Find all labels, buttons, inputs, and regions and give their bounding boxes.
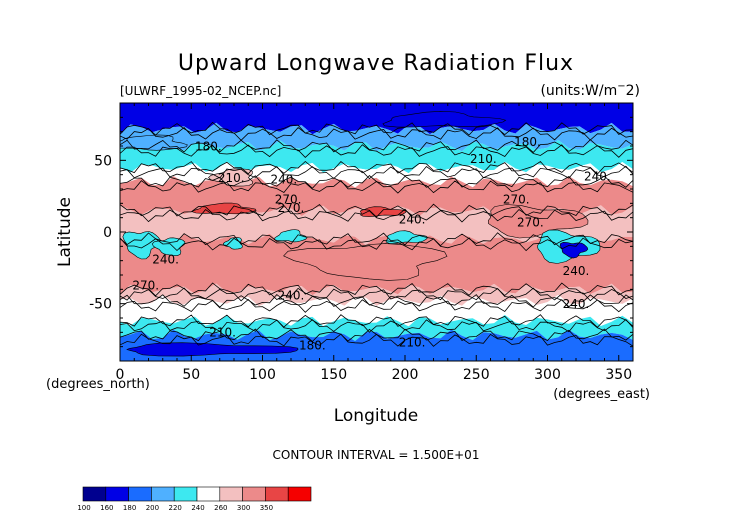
contour-interval-label: CONTOUR INTERVAL = 1.500E+01: [273, 448, 480, 462]
x-axis: 0 50 100 150 200 250 300 350: [116, 103, 632, 383]
colorbar-label: 220: [169, 504, 182, 512]
anomaly-region-6: [274, 229, 308, 243]
y-axis: 50 0 -50: [89, 116, 633, 348]
colorbar-label: 200: [146, 504, 159, 512]
colorbar-swatch: [128, 486, 152, 502]
band-7: [120, 283, 633, 307]
contour-label: 210.: [209, 326, 236, 340]
colorbar-label: 350: [260, 504, 273, 512]
contour-line: [120, 165, 633, 180]
chart-title: Upward Longwave Radiation Flux: [178, 51, 574, 76]
contour-line: [120, 121, 633, 136]
contour-label: 180.: [514, 135, 541, 149]
y-tick-label: -50: [89, 297, 112, 313]
band-0: [120, 103, 633, 135]
colorbar-swatch: [265, 486, 289, 502]
contour-label: 240.: [563, 297, 590, 311]
x-tick-label: 150: [320, 367, 347, 383]
colorbar-label: 240: [191, 504, 204, 512]
band-2: [120, 140, 633, 174]
units-label: (units:W/m−2): [540, 81, 640, 99]
contour-label: 240.: [399, 212, 426, 226]
contour-label: 180.: [195, 139, 222, 153]
contour-line: [120, 333, 633, 347]
contour-line: [120, 237, 633, 252]
y-axis-label: Latitude: [55, 197, 75, 267]
x-tick-label: 50: [182, 367, 200, 383]
colorbar-swatch: [173, 486, 198, 502]
x-tick-label: 200: [392, 367, 419, 383]
band-8: [120, 294, 633, 327]
colorbar-label: 160: [100, 504, 113, 512]
anomaly-region-14: [126, 342, 299, 357]
contour-line: [120, 298, 633, 313]
contour-line: [120, 144, 633, 158]
plot-area: 180.210.180.210. 240.270.270.240.270.240.…: [120, 103, 633, 361]
colorbar-swatch: [105, 486, 129, 502]
contour-label: 270.: [132, 278, 159, 292]
x-tick-label: 250: [463, 367, 490, 383]
contour-label: 240.: [271, 172, 298, 186]
y-unit-label: (degrees_north): [46, 377, 150, 392]
contour-label: 240.: [584, 169, 611, 183]
colorbar-swatch: [242, 486, 266, 502]
contour-label: 270.: [278, 201, 305, 215]
colorbar-label: 260: [214, 504, 227, 512]
colorbar-swatch: [287, 486, 312, 502]
x-tick-label: 350: [605, 367, 632, 383]
contour-label: 240.: [278, 288, 305, 302]
x-axis-label: Longitude: [334, 406, 419, 426]
contour-label: 270.: [517, 215, 544, 229]
contour-line: [120, 208, 633, 223]
contour-line: [120, 293, 633, 308]
contour-label: 210.: [470, 152, 497, 166]
colorbar: 100 160 180 200 220 240 260 300 350: [77, 486, 312, 512]
contour-label: 270.: [503, 192, 530, 206]
colorbar-swatch: [196, 486, 221, 502]
x-tick-label: 300: [534, 367, 561, 383]
file-label: [ULWRF_1995-02_NCEP.nc]: [120, 84, 281, 98]
colorbar-swatch: [82, 486, 107, 502]
contour-label: 270.: [275, 192, 302, 206]
contour-label: 240.: [152, 253, 179, 267]
colorbar-label: 300: [237, 504, 250, 512]
contour-label: 180.: [299, 339, 326, 353]
contour-line: [120, 127, 633, 141]
x-tick-label: 100: [249, 367, 276, 383]
contour-line: [120, 232, 633, 247]
y-tick-label: 0: [103, 225, 112, 241]
colorbar-label: 180: [123, 504, 136, 512]
colorbar-swatch: [219, 486, 243, 502]
x-unit-label: (degrees_east): [553, 387, 650, 402]
contour-line: [120, 203, 633, 218]
contour-line: [120, 139, 633, 153]
colorbar-swatch: [151, 486, 175, 502]
contour-label: 210.: [399, 336, 426, 350]
colorbar-label: 100: [77, 504, 90, 512]
band-3: [120, 161, 633, 188]
contour-line: [120, 319, 633, 333]
contour-label: 210.: [218, 171, 245, 185]
contour-line: [120, 282, 633, 297]
anomaly-region-13: [382, 110, 507, 128]
y-tick-label: 50: [94, 153, 112, 169]
contour-line: [120, 314, 633, 328]
contour-label: 240.: [563, 264, 590, 278]
x-tick-label: 0: [116, 367, 125, 383]
anomaly-region-10: [283, 243, 448, 281]
band-9: [120, 314, 633, 341]
contour-line: [120, 180, 633, 194]
